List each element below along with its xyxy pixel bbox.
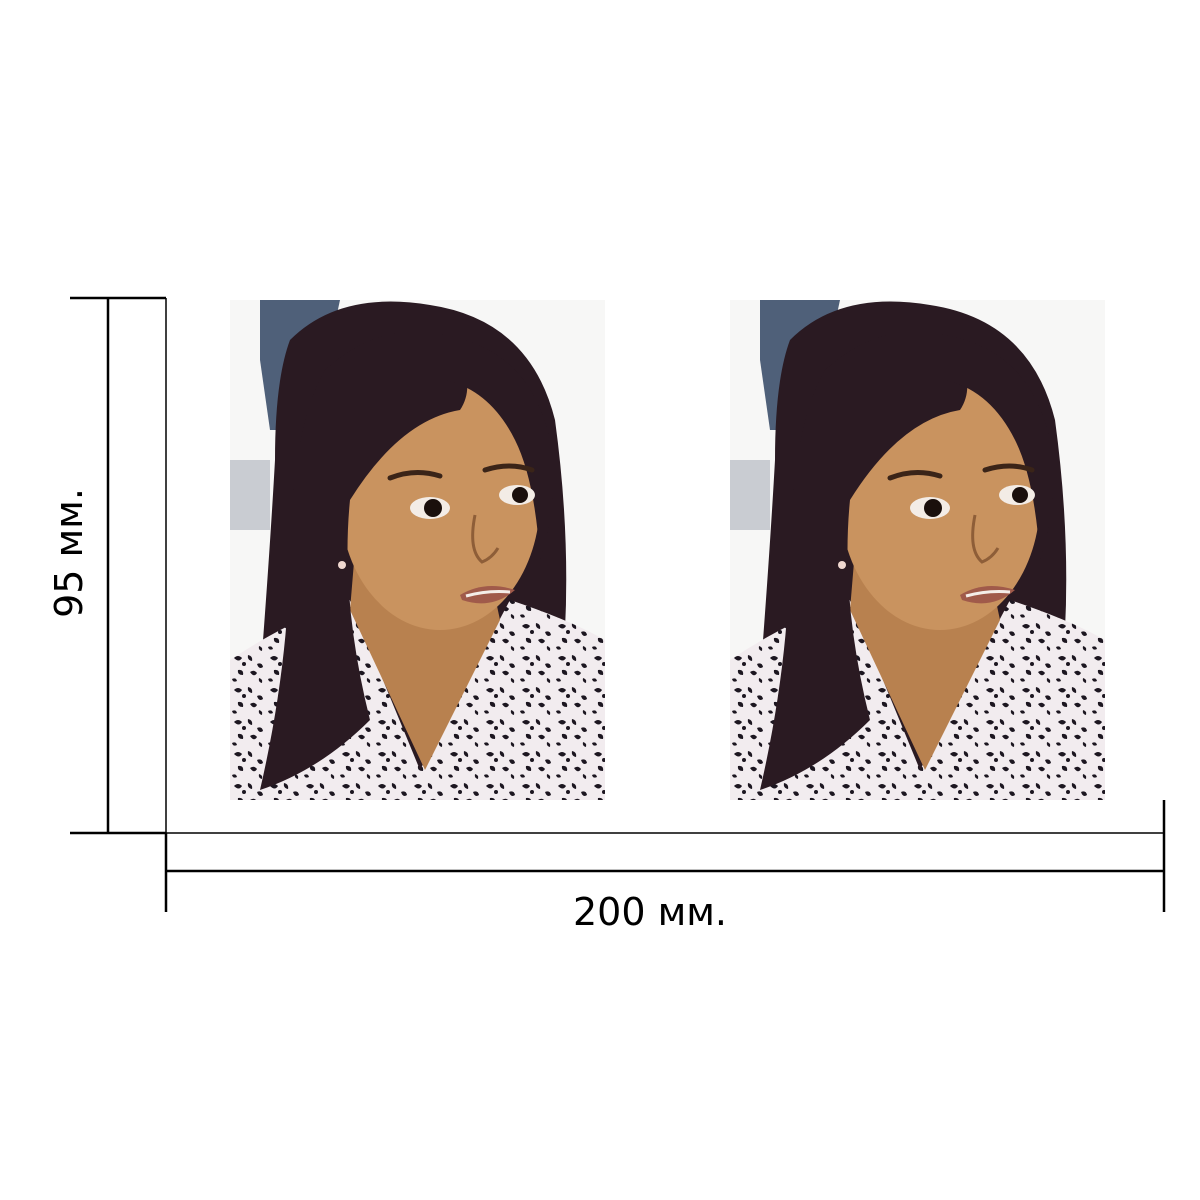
height-dimension [70,296,167,835]
width-label: 200 мм. [573,890,727,934]
portrait-photo-right [730,300,1105,800]
height-label: 95 мм. [47,488,91,618]
width-dimension [164,800,1166,912]
portrait-photo-left [230,300,605,800]
